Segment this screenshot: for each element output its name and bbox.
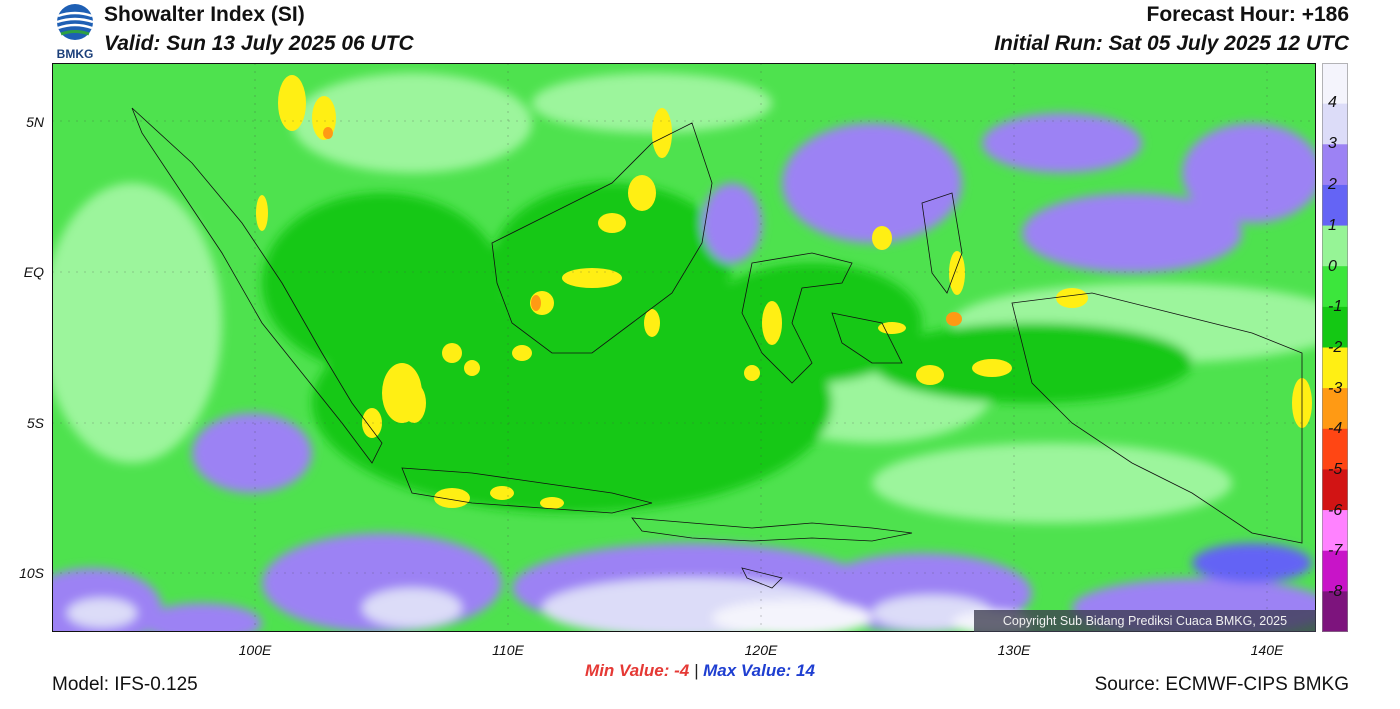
legend-swatch: [1322, 225, 1348, 267]
source-label: Source: ECMWF-CIPS BMKG: [1094, 674, 1349, 695]
min-value: Min Value: -4: [585, 661, 690, 680]
legend-swatch: [1322, 591, 1348, 632]
forecast-hour: Forecast Hour: +186: [1146, 3, 1350, 26]
legend-swatch: [1322, 184, 1348, 227]
max-value: Max Value: 14: [703, 661, 815, 680]
min-max-values: Min Value: -4 | Max Value: 14: [0, 661, 1400, 681]
legend-label: 0: [1328, 258, 1337, 275]
lat-label-5n: 5N: [26, 114, 44, 130]
legend-label: 2: [1328, 176, 1337, 193]
legend-label: 4: [1328, 94, 1337, 111]
legend-swatch: [1322, 388, 1348, 430]
legend-swatch: [1322, 63, 1348, 105]
lat-label-eq: EQ: [23, 264, 44, 280]
legend-label: -8: [1328, 583, 1343, 600]
bmkg-logo: BMKG: [56, 4, 94, 60]
map-frame: [52, 63, 1316, 632]
lat-label-5s: 5S: [26, 415, 44, 431]
lon-label-110e: 110E: [492, 642, 524, 658]
lon-label-100e: 100E: [238, 642, 272, 658]
chart-title: Showalter Index (SI): [104, 3, 305, 26]
legend-label: -1: [1328, 298, 1343, 315]
legend-label: -3: [1328, 380, 1343, 397]
legend-label: -7: [1328, 542, 1343, 559]
model-label: Model: IFS-0.125: [52, 674, 198, 695]
legend-swatch: [1322, 510, 1348, 552]
unstable-cells: [256, 75, 1312, 509]
legend-swatch: [1322, 428, 1348, 470]
copyright-label: Copyright Sub Bidang Prediksi Cuaca BMKG…: [974, 610, 1316, 632]
legend-label: 3: [1328, 135, 1337, 152]
lon-label-140e: 140E: [1250, 642, 1284, 658]
legend-swatch: [1322, 103, 1348, 145]
legend-swatch: [1322, 144, 1348, 186]
value-separator: |: [693, 661, 699, 680]
legend-swatch: [1322, 266, 1348, 308]
legend-colorbar: [1322, 63, 1348, 632]
logo-text: BMKG: [57, 47, 94, 60]
legend-swatch: [1322, 550, 1348, 592]
lon-label-120e: 120E: [744, 642, 778, 658]
legend-label: -2: [1328, 339, 1343, 356]
legend-swatch: [1322, 347, 1348, 389]
valid-time: Valid: Sun 13 July 2025 06 UTC: [104, 32, 414, 55]
initial-run: Initial Run: Sat 05 July 2025 12 UTC: [994, 32, 1349, 55]
legend-swatch: [1322, 469, 1348, 511]
coastlines: [131, 107, 1303, 589]
gridlines: [52, 63, 1316, 632]
legend-label: 1: [1328, 217, 1337, 234]
legend-label: -6: [1328, 502, 1343, 519]
lon-label-130e: 130E: [997, 642, 1031, 658]
legend-label: -4: [1328, 420, 1343, 437]
showalter-index-map: [52, 63, 1316, 632]
legend-swatch: [1322, 306, 1348, 348]
lat-label-10s: 10S: [19, 565, 44, 581]
legend-label: -5: [1328, 461, 1343, 478]
